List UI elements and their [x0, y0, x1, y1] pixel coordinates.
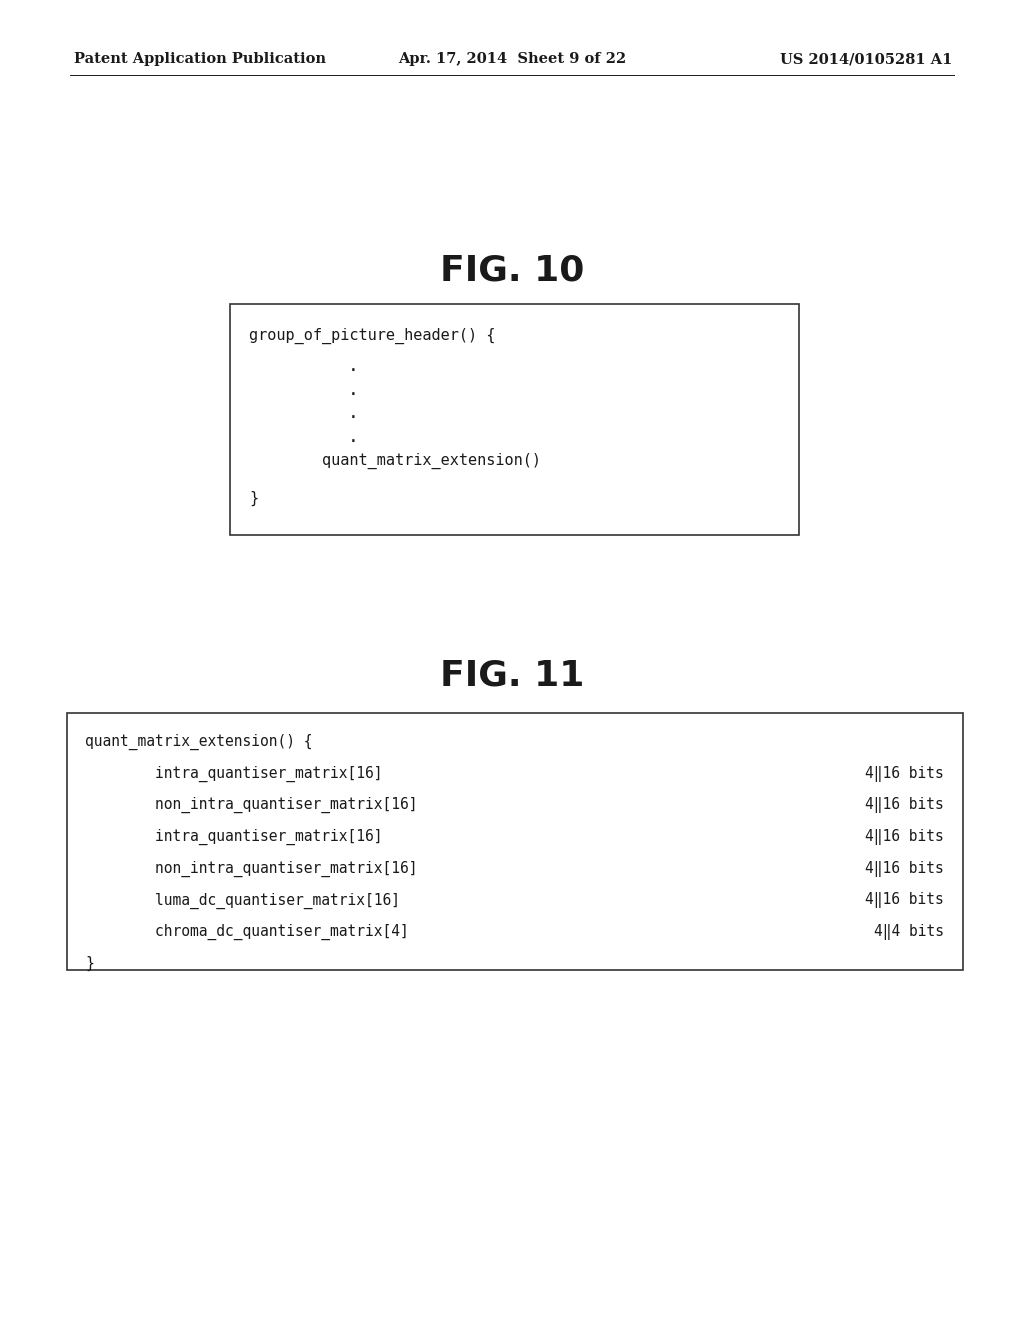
Text: .: .	[348, 356, 359, 375]
Text: chroma_dc_quantiser_matrix[4]: chroma_dc_quantiser_matrix[4]	[85, 924, 409, 940]
Text: non_intra_quantiser_matrix[16]: non_intra_quantiser_matrix[16]	[85, 861, 418, 876]
Text: FIG. 10: FIG. 10	[440, 253, 584, 288]
Text: .: .	[348, 428, 359, 446]
Text: }: }	[85, 956, 94, 972]
Text: Patent Application Publication: Patent Application Publication	[74, 53, 326, 66]
Bar	[67, 713, 963, 970]
Text: quant_matrix_extension() {: quant_matrix_extension() {	[85, 734, 312, 750]
Text: 4‖16 bits: 4‖16 bits	[865, 766, 944, 781]
Text: 4‖16 bits: 4‖16 bits	[865, 892, 944, 908]
Text: .: .	[348, 380, 359, 399]
Text: intra_quantiser_matrix[16]: intra_quantiser_matrix[16]	[85, 829, 383, 845]
Text: 4‖16 bits: 4‖16 bits	[865, 861, 944, 876]
Text: 4‖16 bits: 4‖16 bits	[865, 797, 944, 813]
Text: }: }	[249, 490, 258, 506]
Text: 4‖4 bits: 4‖4 bits	[874, 924, 944, 940]
Text: non_intra_quantiser_matrix[16]: non_intra_quantiser_matrix[16]	[85, 797, 418, 813]
Text: .: .	[348, 404, 359, 422]
Text: FIG. 11: FIG. 11	[440, 659, 584, 693]
Text: quant_matrix_extension(): quant_matrix_extension()	[249, 453, 541, 469]
Text: intra_quantiser_matrix[16]: intra_quantiser_matrix[16]	[85, 766, 383, 781]
Text: Apr. 17, 2014  Sheet 9 of 22: Apr. 17, 2014 Sheet 9 of 22	[398, 53, 626, 66]
Bar	[230, 304, 799, 535]
Text: group_of_picture_header() {: group_of_picture_header() {	[249, 327, 496, 343]
Text: luma_dc_quantiser_matrix[16]: luma_dc_quantiser_matrix[16]	[85, 892, 400, 908]
Text: 4‖16 bits: 4‖16 bits	[865, 829, 944, 845]
Text: US 2014/0105281 A1: US 2014/0105281 A1	[780, 53, 952, 66]
